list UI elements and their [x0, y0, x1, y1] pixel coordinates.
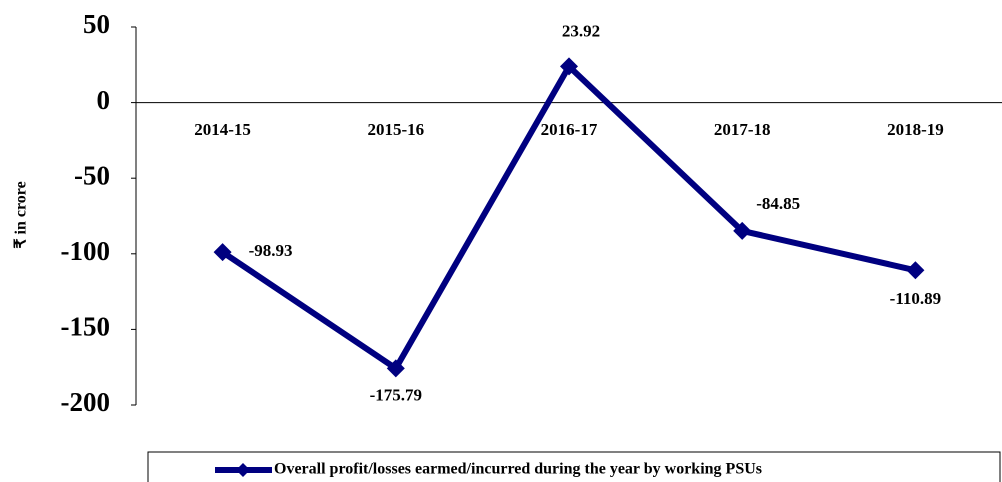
marker	[733, 221, 752, 240]
y-tick-label: 0	[97, 85, 111, 115]
data-label: 23.92	[562, 21, 600, 40]
data-label: -175.79	[370, 385, 422, 404]
x-tick-label: 2018-19	[887, 120, 944, 139]
y-axis-label: ₹ in crore	[13, 181, 30, 248]
data-label: -84.85	[756, 194, 800, 213]
legend-marker	[236, 463, 250, 477]
marker	[213, 243, 232, 262]
y-tick-label: -100	[61, 236, 111, 266]
legend-box	[147, 451, 1001, 482]
x-tick-label: 2015-16	[367, 120, 424, 139]
legend-label: Overall profit/losses earmed/incurred du…	[274, 461, 762, 478]
y-tick-label: -50	[74, 160, 110, 190]
data-label: -110.89	[890, 289, 941, 308]
marker	[386, 359, 405, 378]
x-tick-label: 2016-17	[541, 120, 598, 139]
y-tick-label: -200	[61, 387, 111, 417]
marker	[560, 57, 578, 76]
y-tick-label: -150	[61, 312, 111, 342]
y-tick-label: 50	[83, 9, 110, 39]
x-tick-label: 2014-15	[194, 120, 251, 139]
marker	[906, 261, 925, 280]
x-tick-label: 2017-18	[714, 120, 771, 139]
series-line	[220, 63, 917, 372]
data-label: -98.93	[249, 241, 293, 260]
